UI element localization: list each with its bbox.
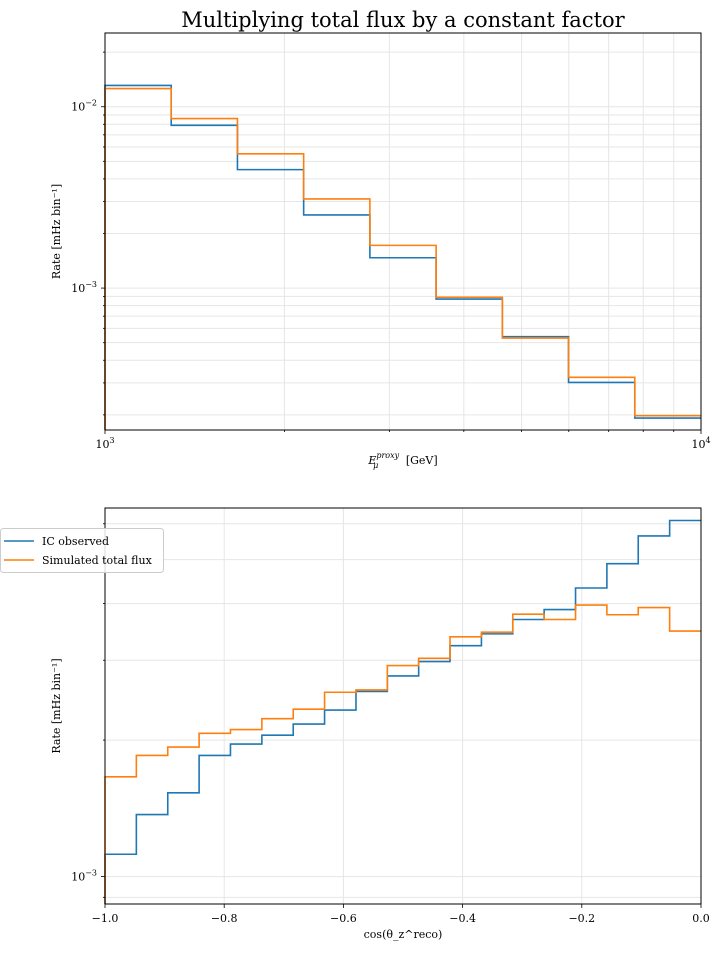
x-tick-label: 104 bbox=[691, 436, 710, 451]
y-axis-label: Rate [mHz bin⁻¹] bbox=[50, 184, 63, 279]
chart-title: Multiplying total flux by a constant fac… bbox=[181, 8, 625, 32]
legend-label: Simulated total flux bbox=[42, 554, 153, 567]
grid-lines bbox=[105, 508, 701, 904]
x-tick-label: −0.4 bbox=[449, 912, 476, 925]
y-tick-label: 10−3 bbox=[71, 869, 97, 884]
axis-ticks: −1.0 −0.8 −0.6 −0.4 −0.2 0.0 10−3 bbox=[71, 523, 710, 925]
series-line-1 bbox=[104, 604, 701, 904]
series-line-0 bbox=[104, 84, 701, 430]
series-layer bbox=[104, 84, 701, 430]
x-tick-label: −0.2 bbox=[568, 912, 595, 925]
y-tick-label: 10−2 bbox=[71, 99, 97, 114]
x-tick-label: 0.0 bbox=[692, 912, 710, 925]
x-tick-label: 103 bbox=[95, 436, 114, 451]
x-axis-label: cos(θ_z^reco) bbox=[364, 928, 443, 941]
legend-label: IC observed bbox=[42, 535, 109, 548]
x-tick-label: −1.0 bbox=[92, 912, 119, 925]
grid-lines bbox=[105, 33, 701, 430]
x-axis-label: Eproxy μ [GeV] bbox=[367, 451, 437, 470]
y-tick-label: 10−3 bbox=[71, 280, 97, 295]
series-layer bbox=[104, 519, 701, 904]
energy-chart: 103 104 10−2 10−3 Rate [mHz bin⁻¹] Eproxy μ … bbox=[50, 32, 711, 470]
plot-frame bbox=[104, 507, 702, 905]
y-axis-label: Rate [mHz bin⁻¹] bbox=[50, 658, 63, 753]
x-tick-label: −0.6 bbox=[330, 912, 357, 925]
series-line-0 bbox=[104, 519, 701, 904]
legend: IC observed Simulated total flux bbox=[0, 528, 164, 573]
x-tick-label: −0.8 bbox=[211, 912, 238, 925]
plot-frame bbox=[104, 32, 702, 431]
legend-box bbox=[0, 528, 164, 573]
axis-ticks: 103 104 10−2 10−3 bbox=[71, 51, 711, 451]
series-line-1 bbox=[104, 87, 701, 430]
zenith-chart: −1.0 −0.8 −0.6 −0.4 −0.2 0.0 10−3 Rate [mHz bi… bbox=[0, 507, 710, 941]
